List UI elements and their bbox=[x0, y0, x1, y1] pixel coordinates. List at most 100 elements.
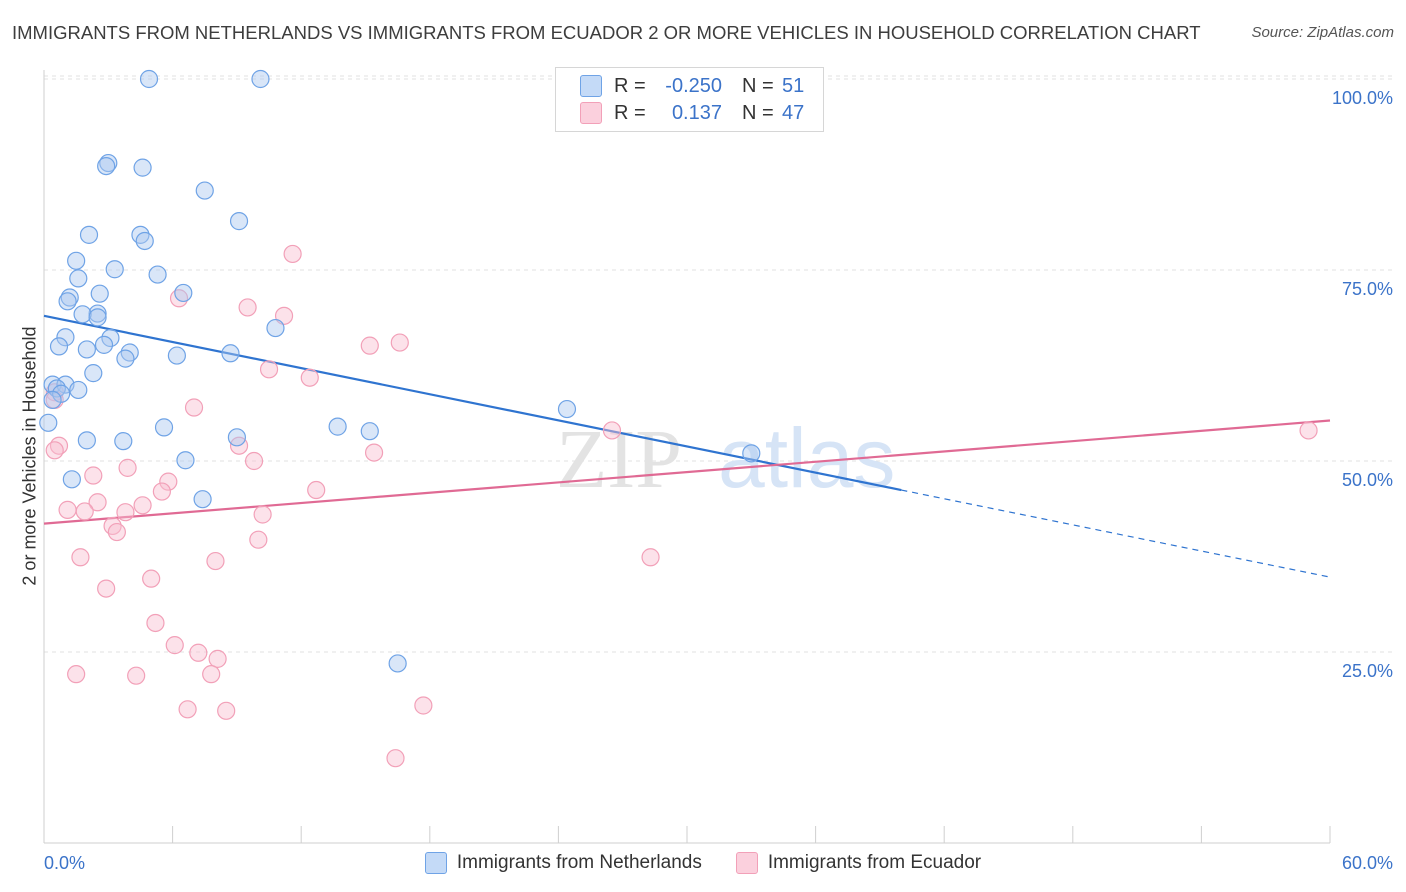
ecuador-point bbox=[67, 665, 86, 684]
legend-row-ecuador: R = 0.137 N = 47 bbox=[580, 101, 804, 125]
netherlands-point bbox=[43, 390, 62, 409]
x-tick-label: 0.0% bbox=[44, 853, 85, 873]
netherlands-swatch bbox=[580, 75, 602, 97]
ecuador-point bbox=[360, 336, 379, 355]
r-value: -0.250 bbox=[665, 74, 722, 97]
ecuador-point bbox=[1299, 421, 1318, 440]
ecuador-point bbox=[244, 451, 264, 471]
points bbox=[39, 69, 1318, 768]
ecuador-point bbox=[142, 569, 161, 588]
ecuador-point bbox=[75, 502, 94, 521]
n-label: N = bbox=[742, 101, 774, 124]
ecuador-point bbox=[133, 496, 152, 515]
ecuador-point bbox=[364, 443, 384, 462]
ecuador-point bbox=[414, 696, 433, 715]
axes bbox=[43, 70, 1331, 844]
netherlands-point bbox=[58, 292, 77, 311]
r-label: R = bbox=[614, 101, 646, 124]
ecuador-point bbox=[178, 700, 197, 719]
netherlands-point bbox=[105, 260, 124, 279]
netherlands-point bbox=[227, 428, 246, 447]
netherlands-point bbox=[154, 418, 174, 437]
ecuador-point bbox=[159, 472, 178, 491]
ecuador-point bbox=[238, 298, 257, 317]
netherlands-point bbox=[360, 422, 379, 441]
netherlands-point bbox=[39, 413, 58, 432]
n-label: N = bbox=[742, 74, 774, 97]
netherlands-point bbox=[77, 340, 96, 359]
netherlands-point bbox=[56, 328, 75, 347]
netherlands-point bbox=[88, 304, 107, 323]
ecuador-point bbox=[189, 643, 208, 662]
y-tick-label: 100.0% bbox=[1332, 88, 1393, 108]
ecuador-point bbox=[300, 368, 319, 387]
ecuador-point bbox=[390, 333, 409, 352]
netherlands-point bbox=[328, 417, 347, 436]
ecuador-point bbox=[206, 551, 225, 571]
netherlands-point bbox=[67, 251, 86, 270]
y-tick-label: 75.0% bbox=[1342, 279, 1393, 299]
ecuador-point bbox=[116, 503, 135, 522]
ecuador-point bbox=[641, 548, 660, 567]
netherlands-point bbox=[114, 432, 133, 451]
ecuador-swatch bbox=[735, 852, 758, 874]
netherlands-point bbox=[229, 212, 249, 231]
ecuador-point bbox=[88, 493, 107, 512]
netherlands-point bbox=[135, 231, 154, 251]
ecuador-point bbox=[184, 398, 204, 417]
netherlands-point bbox=[388, 654, 407, 673]
chart-title: IMMIGRANTS FROM NETHERLANDS VS IMMIGRANT… bbox=[12, 22, 1201, 43]
n-value: 51 bbox=[782, 74, 805, 97]
y-tick-label: 50.0% bbox=[1342, 470, 1393, 490]
ecuador-point bbox=[217, 701, 236, 720]
r-label: R = bbox=[614, 74, 646, 97]
legend-item-netherlands[interactable]: Immigrants from Netherlands bbox=[424, 852, 702, 874]
source-label: Source: ZipAtlas.com bbox=[1251, 24, 1394, 41]
legend-label-netherlands: Immigrants from Netherlands bbox=[456, 852, 702, 873]
netherlands-point bbox=[742, 444, 761, 463]
netherlands-point bbox=[133, 158, 152, 177]
ecuador-point bbox=[202, 665, 221, 684]
ecuador-point bbox=[146, 613, 165, 633]
netherlands-point bbox=[148, 265, 167, 284]
netherlands-point bbox=[62, 470, 81, 489]
netherlands-point bbox=[116, 349, 135, 368]
ecuador-point bbox=[602, 421, 622, 440]
ecuador-point bbox=[118, 458, 137, 477]
y-axis-label: 2 or more Vehicles in Household bbox=[19, 326, 40, 586]
netherlands-trendline bbox=[43, 314, 902, 492]
ecuador-point bbox=[84, 466, 103, 485]
r-value: 0.137 bbox=[671, 101, 722, 124]
ecuador-point bbox=[71, 548, 90, 567]
ecuador-point bbox=[283, 244, 302, 264]
ecuador-point bbox=[45, 441, 64, 460]
netherlands-point bbox=[73, 305, 92, 324]
netherlands-point bbox=[266, 318, 285, 338]
netherlands-point bbox=[193, 490, 212, 509]
y-tick-label: 25.0% bbox=[1342, 661, 1393, 681]
legend-item-ecuador[interactable]: Immigrants from Ecuador bbox=[735, 852, 981, 874]
netherlands-point bbox=[69, 269, 88, 288]
ecuador-point bbox=[249, 530, 268, 549]
gridlines bbox=[44, 75, 1392, 653]
netherlands-point bbox=[176, 451, 195, 470]
ecuador-point bbox=[208, 649, 227, 668]
ecuador-point bbox=[386, 749, 405, 768]
ecuador-point bbox=[127, 666, 146, 685]
ecuador-point bbox=[152, 482, 171, 501]
netherlands-point bbox=[90, 284, 109, 303]
ecuador-point bbox=[165, 636, 184, 655]
ecuador-point bbox=[58, 500, 77, 519]
netherlands-point bbox=[251, 69, 270, 89]
netherlands-point bbox=[88, 308, 107, 327]
netherlands-point bbox=[77, 431, 96, 450]
ecuador-point bbox=[107, 522, 126, 542]
netherlands-point bbox=[69, 380, 88, 400]
netherlands-point bbox=[94, 335, 114, 354]
netherlands-point bbox=[49, 337, 69, 356]
netherlands-point bbox=[101, 328, 120, 348]
tick-labels: 25.0% 50.0% 75.0% 100.0% 0.0% 60.0% bbox=[44, 88, 1393, 873]
netherlands-point bbox=[174, 283, 193, 303]
ecuador-swatch bbox=[580, 102, 602, 124]
